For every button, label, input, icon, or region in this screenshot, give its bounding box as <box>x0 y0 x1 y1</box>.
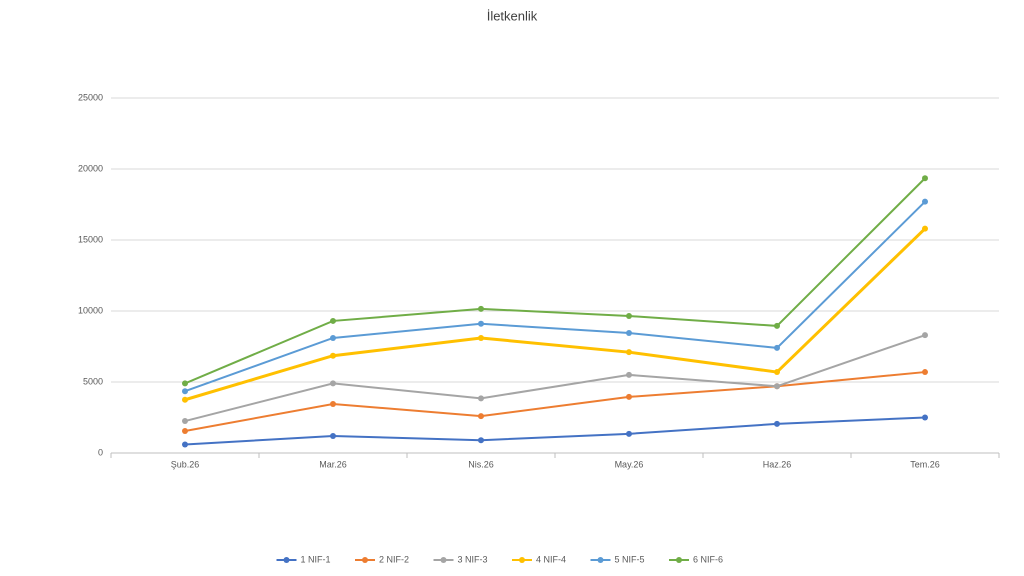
legend-marker <box>362 557 368 563</box>
data-point <box>478 320 484 327</box>
legend-label: 1 NIF-1 <box>301 554 331 564</box>
series-line <box>184 177 926 385</box>
legend-marker <box>440 557 447 563</box>
data-point <box>626 371 632 378</box>
data-point <box>626 312 632 319</box>
series-line <box>184 416 926 446</box>
data-point <box>182 441 188 448</box>
data-point <box>626 430 632 437</box>
x-tick-label: Nis.26 <box>468 459 494 469</box>
legend-marker <box>597 557 604 563</box>
data-point <box>922 225 928 232</box>
data-point <box>922 414 928 421</box>
data-point <box>922 198 928 205</box>
data-point <box>330 352 336 359</box>
data-point <box>774 344 780 351</box>
x-tick-label: Mar.26 <box>319 459 347 469</box>
x-tick-label: Şub.26 <box>171 459 200 469</box>
data-point <box>330 334 336 341</box>
legend-label: 5 NIF-5 <box>615 554 645 564</box>
data-point <box>330 380 336 387</box>
y-tick-label: 10000 <box>78 305 103 315</box>
legend-label: 6 NIF-6 <box>693 554 723 564</box>
data-point <box>774 322 780 329</box>
data-point <box>478 334 484 341</box>
data-point <box>626 393 632 400</box>
data-point <box>182 418 188 425</box>
series-line <box>184 227 927 402</box>
data-point <box>774 369 780 376</box>
x-tick-label: May.26 <box>615 459 644 469</box>
data-point <box>478 305 484 312</box>
series-line <box>184 371 926 432</box>
y-tick-label: 0 <box>98 447 103 457</box>
data-point <box>478 413 484 420</box>
x-tick-label: Tem.26 <box>910 459 940 469</box>
y-tick-label: 15000 <box>78 234 103 244</box>
data-point <box>626 349 632 356</box>
legend-label: 4 NIF-4 <box>536 554 566 564</box>
data-point <box>182 388 188 395</box>
data-point <box>922 332 928 339</box>
y-tick-label: 25000 <box>78 92 103 102</box>
legend-marker <box>519 557 525 563</box>
y-tick-label: 5000 <box>83 376 103 386</box>
series-line <box>184 200 926 393</box>
chart-title: İletkenlik <box>487 8 538 23</box>
y-tick-label: 20000 <box>78 163 103 173</box>
data-point <box>774 383 780 390</box>
data-point <box>626 330 632 337</box>
data-point <box>182 396 188 403</box>
data-point <box>478 437 484 444</box>
legend-marker <box>676 557 682 563</box>
data-point <box>922 369 928 376</box>
data-point <box>182 427 188 434</box>
data-point <box>182 380 188 387</box>
data-point <box>330 401 336 408</box>
data-point <box>478 395 484 402</box>
series-line <box>184 334 926 423</box>
data-point <box>330 432 336 439</box>
legend-label: 3 NIF-3 <box>458 554 488 564</box>
data-point <box>922 175 928 182</box>
data-point <box>774 420 780 427</box>
legend-label: 2 NIF-2 <box>379 554 409 564</box>
legend-marker <box>283 557 290 563</box>
data-point <box>330 317 336 324</box>
x-tick-label: Haz.26 <box>763 459 792 469</box>
